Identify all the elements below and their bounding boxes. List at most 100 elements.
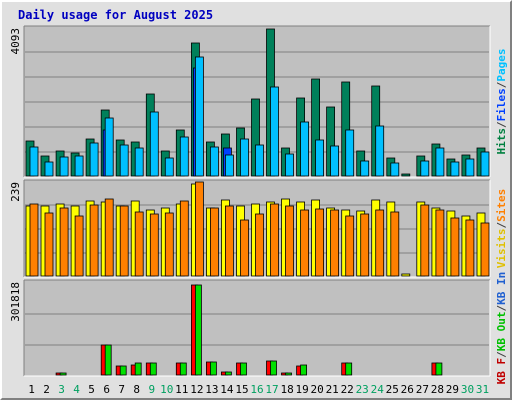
kbout-bar — [345, 362, 353, 376]
sites-bar — [465, 219, 475, 277]
sites-bar — [224, 205, 234, 277]
x-tick-label: 11 — [175, 383, 188, 396]
hits-files-pages-legend-item: / — [495, 81, 508, 88]
sites-bar — [240, 219, 249, 277]
pages-bar — [255, 144, 264, 177]
x-tick-label: 1 — [28, 383, 35, 396]
kbout-bar — [224, 371, 232, 376]
x-tick-label: 9 — [148, 383, 155, 396]
sites-bar — [450, 217, 460, 277]
visits-sites-legend-item: / — [495, 222, 508, 229]
hits-files-pages-legend: Hits/Files/Pages — [495, 49, 508, 155]
x-tick-label: 7 — [118, 383, 125, 396]
kb-plot-area — [24, 280, 490, 376]
pages-bar — [240, 138, 249, 177]
x-tick-label: 20 — [310, 383, 323, 396]
kbout-bar — [300, 364, 308, 376]
x-tick-label: 23 — [356, 383, 369, 396]
x-tick-label: 12 — [190, 383, 203, 396]
pages-bar — [300, 121, 310, 177]
visits-sites-legend-item: Visits — [495, 229, 508, 269]
pages-bar — [29, 146, 39, 177]
x-tick-label: 21 — [326, 383, 339, 396]
kbout-bar — [59, 372, 67, 376]
pages-bar — [480, 151, 490, 177]
x-tick-label: 28 — [431, 383, 444, 396]
x-tick-label: 17 — [265, 383, 278, 396]
x-tick-label: 26 — [401, 383, 414, 396]
kbout-bar — [240, 362, 247, 376]
x-tick-label: 18 — [280, 383, 293, 396]
pages-bar — [164, 157, 174, 177]
x-tick-label: 2 — [43, 383, 50, 396]
kbout-bar — [194, 284, 202, 376]
visits-bar — [401, 273, 411, 277]
sites-bar — [44, 212, 54, 277]
kbout-bar — [179, 362, 187, 376]
pages-bar — [104, 117, 114, 177]
pages-bar — [285, 153, 294, 177]
sites-bar — [74, 215, 84, 277]
x-tick-label: 13 — [205, 383, 218, 396]
pages-bar — [179, 136, 189, 177]
pages-bar — [330, 145, 340, 177]
x-tick-label: 31 — [476, 383, 489, 396]
sites-bar — [270, 203, 279, 277]
pages-bar — [435, 147, 445, 177]
x-tick-label: 15 — [235, 383, 248, 396]
visits-sites-ymax-label: 239 — [9, 182, 22, 202]
sites-bar — [255, 213, 264, 277]
pages-bar — [134, 147, 144, 177]
pages-bar — [119, 144, 129, 177]
pages-bar — [149, 111, 159, 177]
x-tick-label: 8 — [133, 383, 140, 396]
pages-bar — [194, 56, 204, 177]
kb-legend: KB F/KB Out/KB In — [495, 272, 508, 385]
sites-bar — [164, 212, 174, 277]
pages-bar — [44, 161, 54, 177]
pages-bar — [270, 86, 279, 177]
sites-bar — [29, 203, 39, 277]
sites-bar — [59, 207, 69, 277]
kb-legend-item: KB F — [495, 358, 508, 385]
sites-bar — [330, 209, 340, 277]
sites-bar — [480, 222, 490, 277]
hits-files-pages-legend-item: / — [495, 121, 508, 128]
sites-bar — [390, 211, 400, 277]
x-tick-label: 16 — [250, 383, 263, 396]
x-tick-label: 24 — [371, 383, 385, 396]
pages-bar — [360, 160, 370, 177]
sites-bar — [104, 198, 114, 277]
kbout-bar — [209, 361, 217, 376]
kb-legend-item: / — [495, 304, 508, 311]
sites-bar — [285, 205, 294, 277]
sites-bar — [300, 209, 310, 277]
kbout-bar — [104, 344, 112, 376]
x-tick-label: 5 — [88, 383, 95, 396]
sites-bar — [420, 204, 430, 277]
sites-bar — [134, 211, 144, 277]
pages-bar — [390, 162, 400, 177]
x-tick-label: 29 — [446, 383, 459, 396]
x-tick-label: 27 — [416, 383, 429, 396]
x-tick-label: 14 — [220, 383, 234, 396]
sites-bar — [360, 213, 370, 277]
pages-bar — [450, 161, 460, 177]
hits-files-pages-legend-item: Pages — [495, 49, 508, 82]
hits-files-pages-legend-item: Hits — [495, 128, 508, 155]
sites-bar — [119, 205, 129, 277]
pages-bar — [209, 146, 219, 177]
hits-bar — [401, 173, 411, 177]
hits-files-pages-legend-item: Files — [495, 88, 508, 121]
sites-bar — [345, 215, 355, 277]
x-tick-label: 6 — [103, 383, 110, 396]
pages-bar — [315, 139, 325, 177]
sites-bar — [149, 213, 159, 277]
sites-bar — [209, 207, 219, 277]
sites-bar — [179, 200, 189, 277]
visits-sites-legend-item: Sites — [495, 189, 508, 222]
x-tick-label: 22 — [341, 383, 354, 396]
kb-legend-item: / — [495, 351, 508, 358]
sites-bar — [194, 181, 204, 277]
